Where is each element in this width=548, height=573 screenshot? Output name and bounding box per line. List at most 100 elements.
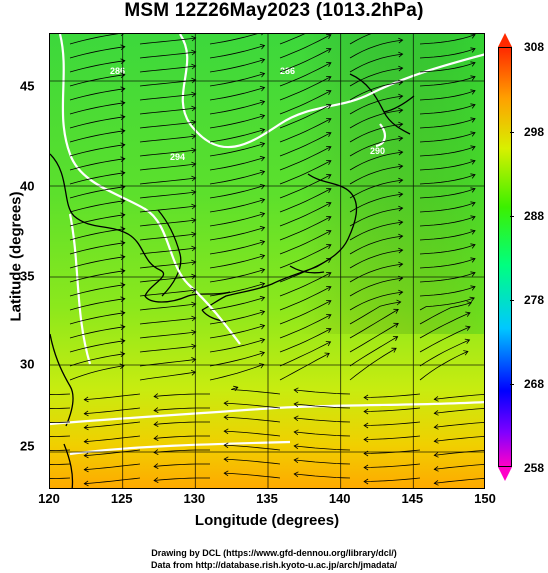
streamline-arrowhead (259, 43, 266, 50)
streamline (50, 435, 71, 437)
streamline-arrowhead (470, 103, 476, 109)
streamline (209, 59, 265, 73)
streamline-arrowhead (470, 145, 476, 151)
map-panel: 294 290 286 286 (49, 33, 485, 489)
colorbar-tick-label: 308 (524, 40, 545, 54)
streamline-arrowhead (465, 325, 471, 331)
streamline-arrowhead (223, 442, 229, 449)
streamline (349, 53, 403, 73)
streamline (69, 200, 125, 213)
streamline-arrowhead (326, 76, 332, 82)
streamline (349, 309, 399, 339)
streamline (349, 151, 403, 171)
x-tick-label: 125 (110, 491, 133, 506)
streamline (349, 109, 403, 129)
streamline (364, 463, 421, 468)
streamline (279, 146, 332, 171)
colorbar-tick (510, 300, 514, 301)
streamline (209, 171, 265, 185)
streamline-arrowhead (259, 239, 266, 246)
y-axis-label: Latitude (degrees) (7, 191, 25, 322)
streamline (419, 244, 476, 255)
streamline (69, 284, 125, 297)
colorbar (498, 47, 512, 467)
streamline (139, 247, 196, 255)
streamline (209, 297, 265, 311)
streamline (349, 347, 397, 381)
streamline (139, 331, 196, 339)
streamline (349, 249, 403, 269)
streamline (279, 160, 332, 185)
colorbar-tick (510, 384, 514, 385)
streamline (349, 291, 403, 311)
streamline-arrowhead (259, 169, 266, 176)
streamline-arrowhead (326, 258, 332, 264)
streamline (434, 422, 484, 428)
streamline (419, 90, 476, 101)
streamline-arrowhead (398, 121, 404, 128)
streamline-arrowhead (398, 163, 404, 170)
streamline-arrowhead (470, 187, 476, 193)
streamline (69, 256, 125, 269)
streamline-arrowhead (153, 449, 159, 455)
streamline-arrowhead (363, 408, 369, 415)
streamline-arrowhead (470, 131, 476, 137)
credit-data: Data from http://database.rish.kyoto-u.a… (150, 560, 398, 570)
streamline (139, 177, 196, 185)
y-tick-label: 35 (20, 268, 35, 284)
streamline (419, 351, 469, 381)
streamline (69, 116, 125, 129)
streamline-arrowhead (259, 267, 266, 274)
streamline-arrowhead (259, 141, 266, 148)
temperature-contours (50, 34, 484, 456)
streamline-arrowhead (398, 149, 404, 156)
streamline-arrowhead (326, 216, 332, 222)
streamline (434, 464, 484, 470)
streamline (279, 314, 332, 339)
streamline (349, 165, 403, 185)
streamline (139, 121, 196, 129)
streamline (209, 255, 265, 269)
colorbar-min-triangle (498, 467, 512, 481)
streamline (209, 213, 265, 227)
streamline-arrowhead (293, 387, 299, 394)
streamline (364, 393, 421, 398)
streamline (364, 435, 421, 440)
streamline (349, 221, 403, 241)
streamline-arrowhead (259, 127, 266, 134)
streamline-arrowhead (326, 146, 332, 152)
streamline-arrowhead (153, 421, 159, 427)
streamline (279, 328, 332, 353)
streamline-arrowhead (363, 436, 369, 443)
streamline-arrowhead (393, 322, 399, 328)
streamline (139, 233, 196, 241)
streamline (364, 421, 421, 426)
streamline-arrowhead (470, 75, 476, 81)
streamline-arrowhead (433, 410, 439, 416)
streamline (279, 34, 332, 59)
streamline-arrowhead (326, 328, 332, 334)
streamline-arrowhead (433, 438, 439, 444)
streamline-arrowhead (233, 385, 239, 392)
streamline (419, 202, 476, 213)
streamline (279, 188, 332, 213)
streamline (349, 235, 403, 255)
streamline-arrowhead (153, 477, 159, 483)
streamline (139, 191, 196, 199)
streamline-arrowhead (326, 48, 332, 54)
colorbar-tick-label: 268 (524, 377, 545, 391)
streamline-arrowhead (398, 51, 404, 58)
streamline-arrowhead (259, 113, 266, 120)
streamline (209, 129, 265, 143)
streamline (209, 311, 265, 325)
streamline (69, 365, 125, 381)
streamline-arrowhead (259, 351, 266, 357)
streamline (139, 65, 196, 73)
streamline (209, 115, 265, 129)
streamline-arrowhead (470, 117, 476, 123)
streamline-arrowhead (83, 480, 89, 487)
x-tick-label: 120 (38, 491, 60, 506)
streamline-arrowhead (398, 261, 404, 268)
streamline-arrowhead (223, 456, 229, 463)
streamline-arrowhead (259, 197, 266, 204)
